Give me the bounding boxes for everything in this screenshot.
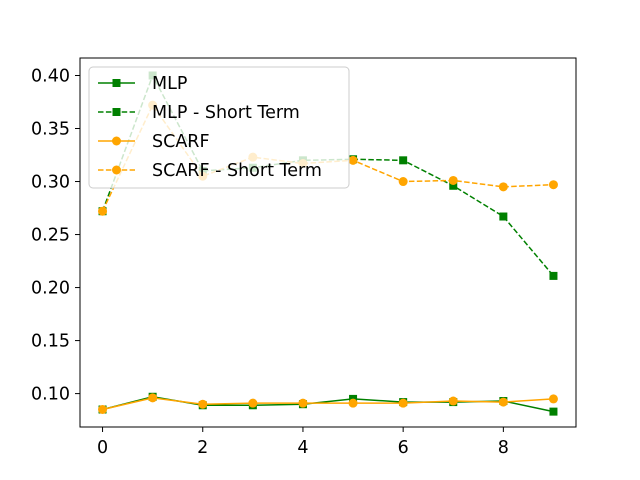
legend-label-scarf-short-term: SCARF - Short Term (152, 161, 322, 181)
legend-marker-scarf (112, 136, 121, 146)
mlp-short-term-point (499, 212, 508, 221)
scarf-point (398, 398, 408, 408)
x-tick-label: 6 (398, 438, 409, 458)
scarf-point (498, 397, 508, 407)
y-axis: 0.10 0.15 0.20 0.25 0.30 0.35 0.40 (31, 66, 80, 405)
scarf-short-term-point (498, 182, 508, 192)
legend-marker-mlp (112, 79, 121, 87)
x-axis: 0 2 4 6 8 (97, 427, 509, 458)
scarf-point (548, 394, 558, 404)
legend-label-mlp: MLP (152, 74, 187, 94)
scarf-short-term-point (398, 177, 408, 187)
scarf-point (248, 398, 258, 408)
y-tick-label: 0.15 (31, 332, 70, 352)
scarf-short-term-point (448, 175, 458, 185)
x-tick-label: 0 (97, 438, 108, 458)
x-tick-label: 2 (197, 438, 208, 458)
plot-frame (79, 57, 577, 428)
legend-label-scarf: SCARF (152, 132, 210, 152)
y-tick-label: 0.40 (31, 66, 70, 86)
x-tick-label: 4 (297, 438, 308, 458)
scarf-short-term-point (548, 180, 558, 190)
y-tick-label: 0.20 (31, 279, 70, 299)
legend-box (88, 66, 350, 189)
mlp-short-term-point (399, 156, 408, 165)
x-tick-label: 8 (498, 438, 509, 458)
scarf-point (148, 393, 158, 403)
scarf-point (98, 405, 108, 415)
y-tick-label: 0.25 (31, 226, 70, 246)
y-tick-label: 0.35 (31, 120, 70, 140)
legend-marker-scarf-short-term (112, 165, 121, 175)
scarf-point (448, 396, 458, 406)
legend: MLP MLP - Short Term SCARF SCARF - Short Te… (88, 66, 350, 189)
series-scarf (98, 393, 558, 415)
legend-label-mlp-short-term: MLP - Short Term (152, 103, 300, 123)
scarf-point (298, 398, 308, 408)
mlp-point (549, 407, 558, 416)
mlp-short-term-point (549, 271, 558, 280)
y-tick-label: 0.10 (31, 385, 70, 405)
mlp-short-term-point (449, 181, 458, 190)
scarf-point (348, 398, 358, 408)
scarf-short-term-point (348, 155, 358, 165)
y-tick-label: 0.30 (31, 173, 70, 193)
scarf-point (198, 399, 208, 409)
legend-marker-mlp-short-term (112, 108, 121, 116)
scarf-line (102, 397, 554, 411)
scarf-short-term-point (98, 206, 108, 216)
